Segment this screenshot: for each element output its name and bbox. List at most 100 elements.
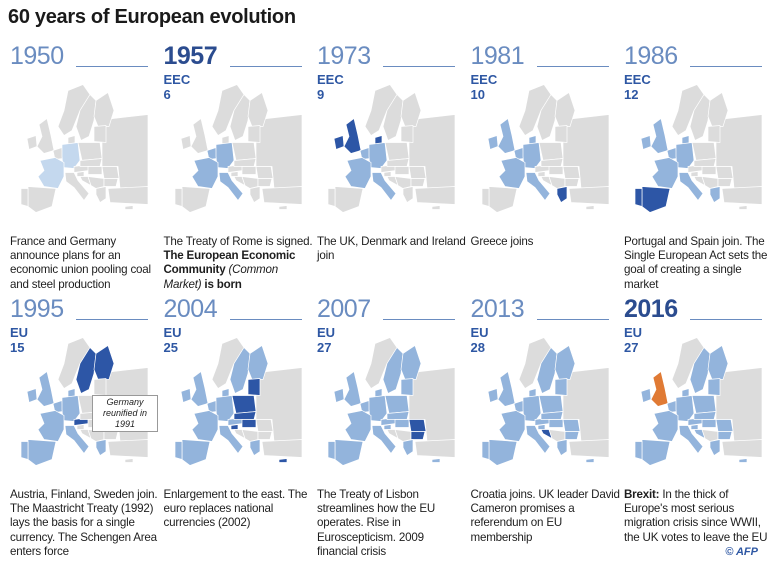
country-finland xyxy=(93,344,115,380)
country-ireland xyxy=(180,388,191,403)
country-portugal xyxy=(20,188,29,207)
year-rule xyxy=(690,66,762,67)
country-uk xyxy=(343,117,362,154)
country-balkans xyxy=(701,176,719,189)
panel-1981: 1981 EEC 10 Greece joins xyxy=(469,42,619,295)
country-finland xyxy=(554,91,575,127)
country-greece xyxy=(402,439,414,457)
country-poland xyxy=(231,395,256,414)
country-portugal xyxy=(634,441,643,460)
country-greece xyxy=(556,186,567,204)
org-name: EU xyxy=(163,325,182,340)
country-uk xyxy=(650,117,669,154)
country-hungary xyxy=(241,419,256,428)
description: Austria, Finland, Sweden join. The Maast… xyxy=(10,488,160,559)
country-greece xyxy=(95,186,107,204)
country-baltics xyxy=(247,125,260,143)
country-slovenia xyxy=(230,424,238,430)
country-italy xyxy=(218,172,243,202)
country-sweden xyxy=(229,346,250,394)
country-france xyxy=(37,410,65,442)
country-italy xyxy=(371,172,397,202)
description: Greece joins xyxy=(471,235,621,249)
country-norway xyxy=(364,337,398,389)
country-turkey xyxy=(107,186,149,205)
country-bulgaria xyxy=(410,178,426,187)
year-label: 1986 xyxy=(624,42,678,70)
afp-logo: © AFP xyxy=(725,546,758,558)
country-norway xyxy=(211,337,244,389)
member-count: EU 28 xyxy=(471,325,489,355)
country-france xyxy=(651,157,679,189)
org-name: EU xyxy=(317,325,336,340)
country-romania xyxy=(255,166,273,179)
member-count: EU 27 xyxy=(624,325,642,355)
country-slovenia xyxy=(537,171,545,177)
country-italy xyxy=(64,172,90,202)
country-slovenia xyxy=(690,424,699,430)
country-italy xyxy=(678,425,704,455)
country-balkans xyxy=(394,176,412,189)
country-norway xyxy=(57,84,91,136)
country-italy xyxy=(64,425,90,455)
country-germany xyxy=(675,142,695,169)
country-france xyxy=(651,410,679,442)
country-poland xyxy=(384,395,410,414)
country-turkey xyxy=(414,439,456,458)
country-hungary xyxy=(241,166,256,175)
europe-map xyxy=(634,84,763,213)
country-sweden xyxy=(229,93,250,141)
description: Portugal and Spain join. The Single Euro… xyxy=(624,235,768,292)
country-norway xyxy=(518,337,551,389)
org-name: EEC xyxy=(317,72,344,87)
country-greece xyxy=(709,186,721,204)
member-count: EEC 6 xyxy=(164,72,191,102)
country-germany xyxy=(61,395,81,422)
year-rule xyxy=(383,66,455,67)
country-slovenia xyxy=(230,171,238,177)
country-germany xyxy=(215,395,234,422)
country-cyprus xyxy=(278,458,287,463)
country-turkey xyxy=(568,439,609,458)
country-cyprus xyxy=(124,458,134,463)
country-romania xyxy=(562,419,580,432)
page-title: 60 years of European evolution xyxy=(8,6,296,28)
country-hungary xyxy=(87,166,103,175)
description-text: is born xyxy=(201,277,242,291)
country-spain xyxy=(488,439,517,466)
count: 28 xyxy=(470,340,485,355)
panel-1950: 1950 France and Germany announce plans f… xyxy=(8,42,158,295)
country-portugal xyxy=(634,188,643,207)
count: 9 xyxy=(317,87,325,102)
country-portugal xyxy=(481,441,489,460)
year-rule xyxy=(229,319,302,320)
country-hungary xyxy=(394,419,410,428)
country-turkey xyxy=(721,439,763,458)
count: 27 xyxy=(624,340,639,355)
country-cyprus xyxy=(738,205,748,210)
country-balkans xyxy=(547,176,565,189)
country-portugal xyxy=(174,441,182,460)
country-ireland xyxy=(26,388,38,403)
org-name: EU xyxy=(624,325,643,340)
country-uk xyxy=(190,117,208,154)
member-count: EU 15 xyxy=(10,325,28,355)
country-balkans xyxy=(87,176,105,189)
country-bulgaria xyxy=(717,431,733,440)
country-finland xyxy=(93,91,115,127)
country-poland xyxy=(384,142,410,161)
country-baltics xyxy=(247,378,260,396)
country-spain xyxy=(641,186,671,213)
country-turkey xyxy=(568,186,609,205)
country-spain xyxy=(334,439,364,466)
description-text: Croatia joins. UK leader David Cameron p… xyxy=(470,488,621,544)
country-balkans xyxy=(394,429,412,442)
member-count: EU 25 xyxy=(164,325,182,355)
country-cyprus xyxy=(124,205,134,210)
country-ireland xyxy=(640,388,652,403)
country-ireland xyxy=(640,135,652,150)
org-name: EU xyxy=(470,325,489,340)
country-hungary xyxy=(701,419,717,428)
panel-2007: 2007 EU 27 The Treaty of Lisbon streamline… xyxy=(315,295,465,558)
year-rule xyxy=(690,319,762,320)
